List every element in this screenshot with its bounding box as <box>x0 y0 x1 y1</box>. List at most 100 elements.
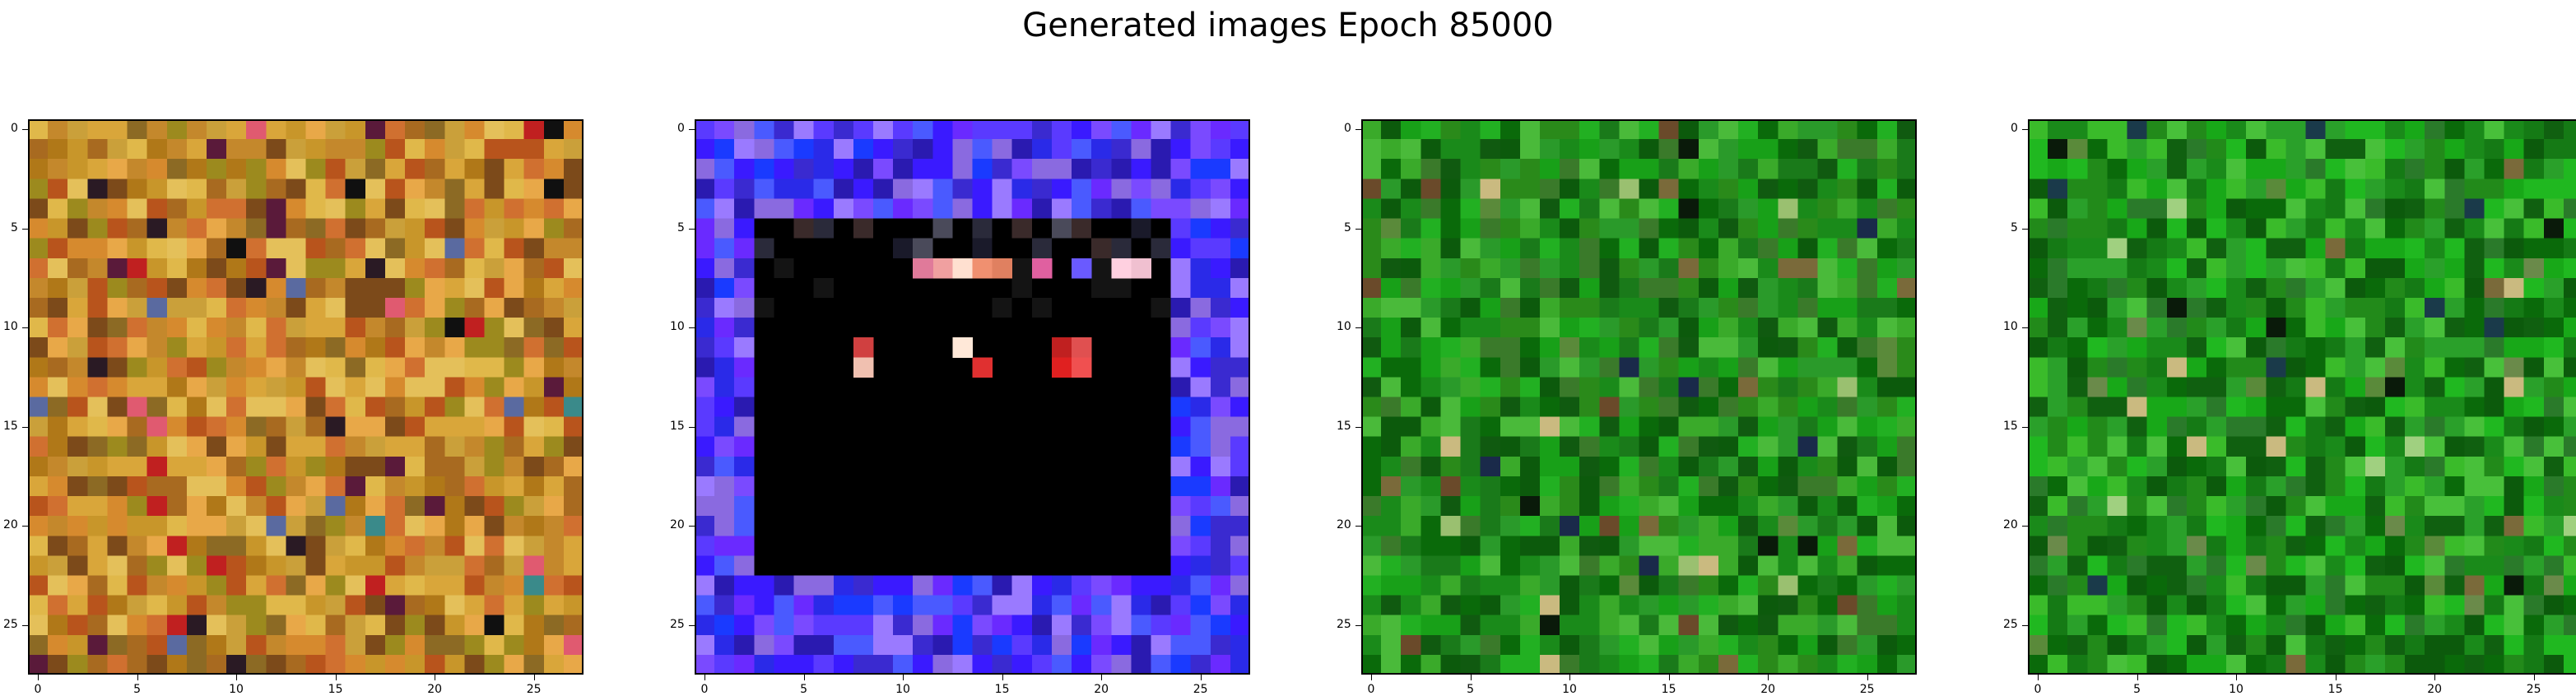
pixel <box>2206 436 2227 457</box>
pixel <box>186 258 207 279</box>
pixel <box>793 198 815 220</box>
y-tick-mark <box>2022 228 2028 230</box>
pixel <box>2543 218 2564 239</box>
pixel <box>2186 159 2207 179</box>
pixel <box>1619 654 1639 675</box>
pixel <box>345 238 366 259</box>
pixel <box>972 536 993 556</box>
pixel <box>2364 297 2386 318</box>
pixel <box>913 496 933 517</box>
pixel <box>28 357 49 378</box>
pixel <box>1876 119 1898 140</box>
pixel <box>2325 397 2346 418</box>
pixel <box>67 198 88 220</box>
pixel <box>1170 536 1192 556</box>
pixel <box>523 516 545 536</box>
pixel <box>893 238 914 259</box>
pixel <box>1876 218 1898 239</box>
pixel <box>2266 575 2286 596</box>
pixel <box>1817 139 1839 160</box>
pixel <box>543 139 565 160</box>
pixel <box>523 654 545 675</box>
pixel <box>127 337 148 358</box>
pixel <box>952 198 973 220</box>
pixel <box>1560 456 1580 477</box>
pixel <box>206 397 227 418</box>
pixel <box>107 634 128 656</box>
pixel <box>286 416 306 438</box>
pixel <box>1678 615 1700 636</box>
pixel <box>2384 198 2406 220</box>
pixel <box>1500 516 1521 536</box>
pixel <box>1738 357 1759 378</box>
pixel-grid-1 <box>28 119 584 675</box>
pixel <box>444 377 465 397</box>
pixel <box>1718 516 1739 536</box>
pixel <box>2107 179 2128 199</box>
pixel <box>1230 575 1250 596</box>
pixel <box>2146 496 2168 517</box>
pixel <box>146 436 168 457</box>
pixel <box>543 119 565 140</box>
pixel <box>286 139 306 160</box>
pixel <box>714 119 735 140</box>
pixel <box>1500 476 1521 497</box>
pixel <box>1011 277 1033 299</box>
pixel <box>2504 575 2525 596</box>
pixel <box>2504 318 2525 338</box>
pixel <box>2523 555 2545 576</box>
pixel <box>1619 139 1639 160</box>
pixel <box>1539 119 1560 140</box>
pixel <box>226 377 247 397</box>
y-tick-mark <box>2022 526 2028 527</box>
pixel <box>107 476 128 497</box>
pixel <box>932 634 953 656</box>
pixel <box>1519 258 1541 279</box>
pixel <box>186 536 207 556</box>
pixel <box>266 318 286 338</box>
pixel <box>853 496 874 517</box>
pixel <box>206 555 227 576</box>
pixel <box>714 277 735 299</box>
pixel <box>1579 238 1600 259</box>
pixel <box>714 634 735 656</box>
pixel <box>1401 555 1421 576</box>
pixel <box>1599 416 1620 438</box>
pixel <box>972 476 993 497</box>
pixel <box>1519 318 1541 338</box>
pixel <box>2048 337 2068 358</box>
pixel <box>405 198 425 220</box>
pixel <box>1480 595 1501 616</box>
pixel <box>384 139 406 160</box>
pixel <box>992 654 1013 675</box>
pixel <box>107 436 128 457</box>
pixel <box>2028 119 2048 140</box>
pixel <box>305 476 327 497</box>
pixel <box>1519 654 1541 675</box>
pixel <box>504 555 525 576</box>
pixel <box>952 476 973 497</box>
pixel <box>1111 595 1132 616</box>
pixel <box>1210 555 1231 576</box>
pixel <box>1210 198 1231 220</box>
pixel <box>2067 436 2088 457</box>
pixel <box>2325 179 2346 199</box>
pixel <box>952 496 973 517</box>
pixel <box>2107 575 2128 596</box>
pixel <box>1579 634 1600 656</box>
pixel <box>226 139 247 160</box>
pixel <box>793 119 815 140</box>
pixel <box>1539 476 1560 497</box>
pixel <box>1738 654 1759 675</box>
pixel <box>1758 496 1779 517</box>
pixel <box>146 555 168 576</box>
pixel <box>695 654 715 675</box>
pixel <box>166 536 188 556</box>
pixel <box>1896 496 1917 517</box>
pixel <box>2067 377 2088 397</box>
pixel <box>2266 119 2286 140</box>
pixel <box>1778 634 1798 656</box>
pixel <box>1401 139 1421 160</box>
pixel <box>1718 337 1739 358</box>
pixel <box>1401 595 1421 616</box>
